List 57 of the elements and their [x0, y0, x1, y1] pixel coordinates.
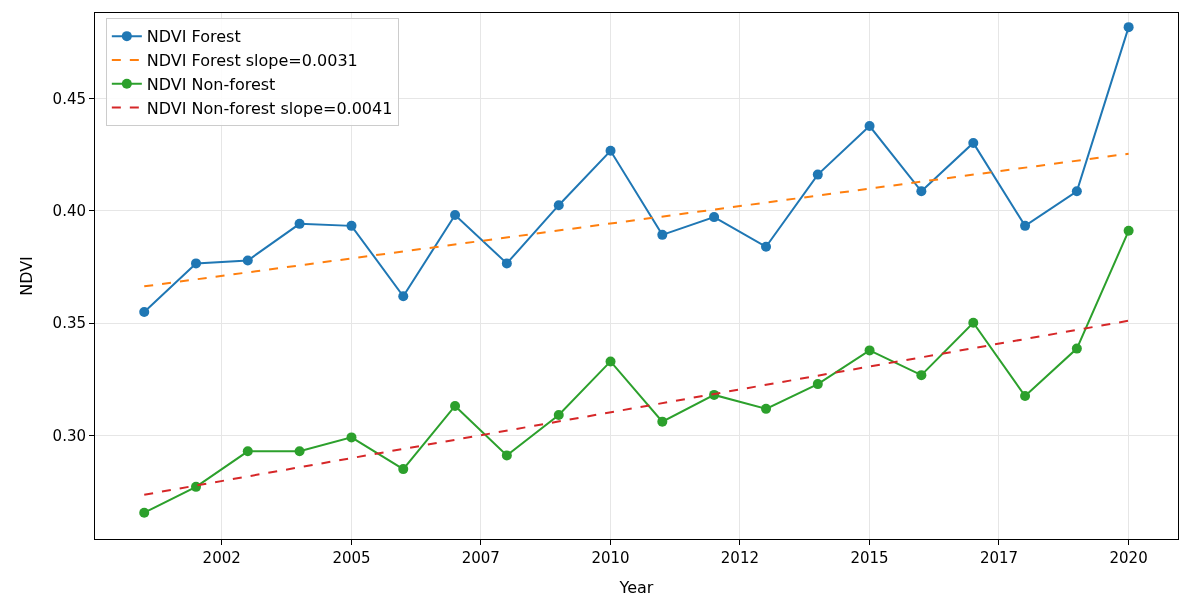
x-tick-label: 2002 — [202, 549, 241, 567]
point — [916, 370, 927, 381]
point — [657, 416, 668, 427]
legend-label: NDVI Forest — [146, 27, 241, 47]
point — [450, 210, 461, 221]
point — [191, 258, 202, 269]
x-tick-label: 2005 — [332, 549, 371, 567]
point — [1020, 391, 1031, 402]
point — [968, 317, 979, 328]
point — [968, 137, 979, 148]
x-tick-label: 2017 — [979, 549, 1019, 567]
x-tick-label: 2015 — [850, 549, 889, 567]
y-tick-label: 0.40 — [52, 202, 86, 221]
point — [553, 200, 564, 211]
point — [605, 145, 616, 156]
x-tick-label: 2012 — [720, 549, 760, 567]
point — [398, 291, 409, 302]
point — [812, 379, 823, 390]
point — [1071, 343, 1082, 354]
legend-label: NDVI Non-forest — [146, 75, 276, 94]
y-tick-label: 0.30 — [52, 426, 86, 445]
point — [242, 255, 253, 266]
point — [1123, 225, 1134, 236]
point — [450, 400, 461, 411]
point — [191, 481, 202, 492]
point — [139, 507, 150, 518]
point — [398, 464, 409, 475]
point — [812, 169, 823, 180]
x-tick-label: 2020 — [1109, 549, 1148, 567]
point — [346, 432, 357, 443]
point — [294, 446, 305, 457]
x-tick-label: 2007 — [461, 549, 500, 567]
y-tick-label: 0.35 — [52, 314, 86, 333]
point — [501, 258, 512, 269]
y-axis-title: NDVI — [17, 256, 37, 296]
point — [709, 212, 720, 223]
point — [553, 409, 564, 420]
point — [242, 446, 253, 457]
point — [1020, 220, 1031, 231]
point — [761, 241, 772, 252]
point — [657, 229, 668, 240]
point — [346, 220, 357, 231]
point — [1071, 186, 1082, 197]
x-tick-label: 2010 — [591, 549, 630, 567]
point — [294, 218, 305, 229]
point — [1123, 22, 1134, 33]
point — [761, 403, 772, 414]
point — [139, 306, 150, 317]
point — [916, 186, 927, 197]
legend-label: NDVI Forest slope=0.0031 — [146, 51, 358, 71]
y-tick-label: 0.45 — [52, 89, 86, 108]
point — [501, 450, 512, 461]
legend-label: NDVI Non-forest slope=0.0041 — [146, 98, 393, 118]
point — [864, 121, 875, 132]
point — [605, 356, 616, 367]
x-axis-title: Year — [618, 577, 654, 597]
point — [864, 345, 875, 356]
